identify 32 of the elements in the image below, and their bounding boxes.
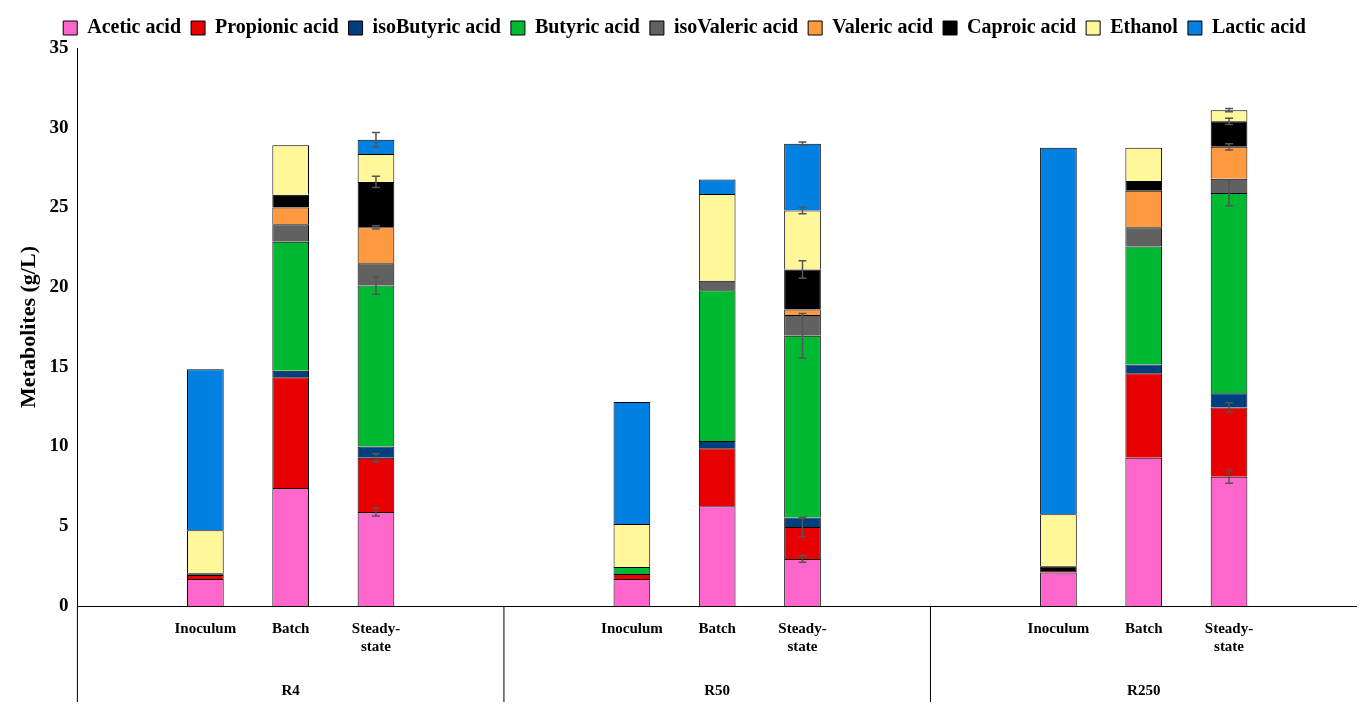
x-tick-label: Batch xyxy=(698,619,737,636)
y-tick-label: 30 xyxy=(49,115,69,137)
legend-label: Acetic acid xyxy=(87,15,182,38)
y-tick-label: 25 xyxy=(49,195,69,217)
y-tick-label: 20 xyxy=(49,275,69,297)
legend-label: Ethanol xyxy=(1110,15,1179,38)
bar xyxy=(784,269,821,310)
x-tick-label: Steady-state xyxy=(1204,619,1254,654)
y-tick-label: 10 xyxy=(49,434,69,456)
x-tick-label: Batch xyxy=(1124,619,1164,636)
bar xyxy=(1040,566,1077,571)
y-tick-label: 0 xyxy=(58,593,69,615)
legend-label: Propionic acid xyxy=(215,15,339,39)
text: R4 xyxy=(281,681,301,698)
x-tick-label: Inoculum xyxy=(601,619,664,636)
text: R250 xyxy=(1127,681,1161,698)
text: R50 xyxy=(704,681,731,698)
x-tick-label: Inoculum xyxy=(1027,619,1090,636)
y-tick-label: 5 xyxy=(58,514,69,536)
x-tick-label: Steady-state xyxy=(351,619,401,654)
x-tick-label: Steady-state xyxy=(778,619,827,654)
legend-label: Lactic acid xyxy=(1211,15,1306,38)
y-tick-label: 15 xyxy=(49,354,69,376)
y-axis-title: Metabolites (g/L) xyxy=(14,246,40,408)
x-tick-label: Batch xyxy=(271,619,311,636)
y-tick-label: 35 xyxy=(49,35,69,57)
legend-label: Butyric acid xyxy=(534,15,640,39)
legend-label: Valeric acid xyxy=(832,15,934,38)
x-tick-label: Inoculum xyxy=(174,619,237,636)
legend-label: isoButyric acid xyxy=(372,15,501,39)
legend-label: isoValeric acid xyxy=(673,15,799,38)
legend-label: Caproic acid xyxy=(967,15,1077,39)
